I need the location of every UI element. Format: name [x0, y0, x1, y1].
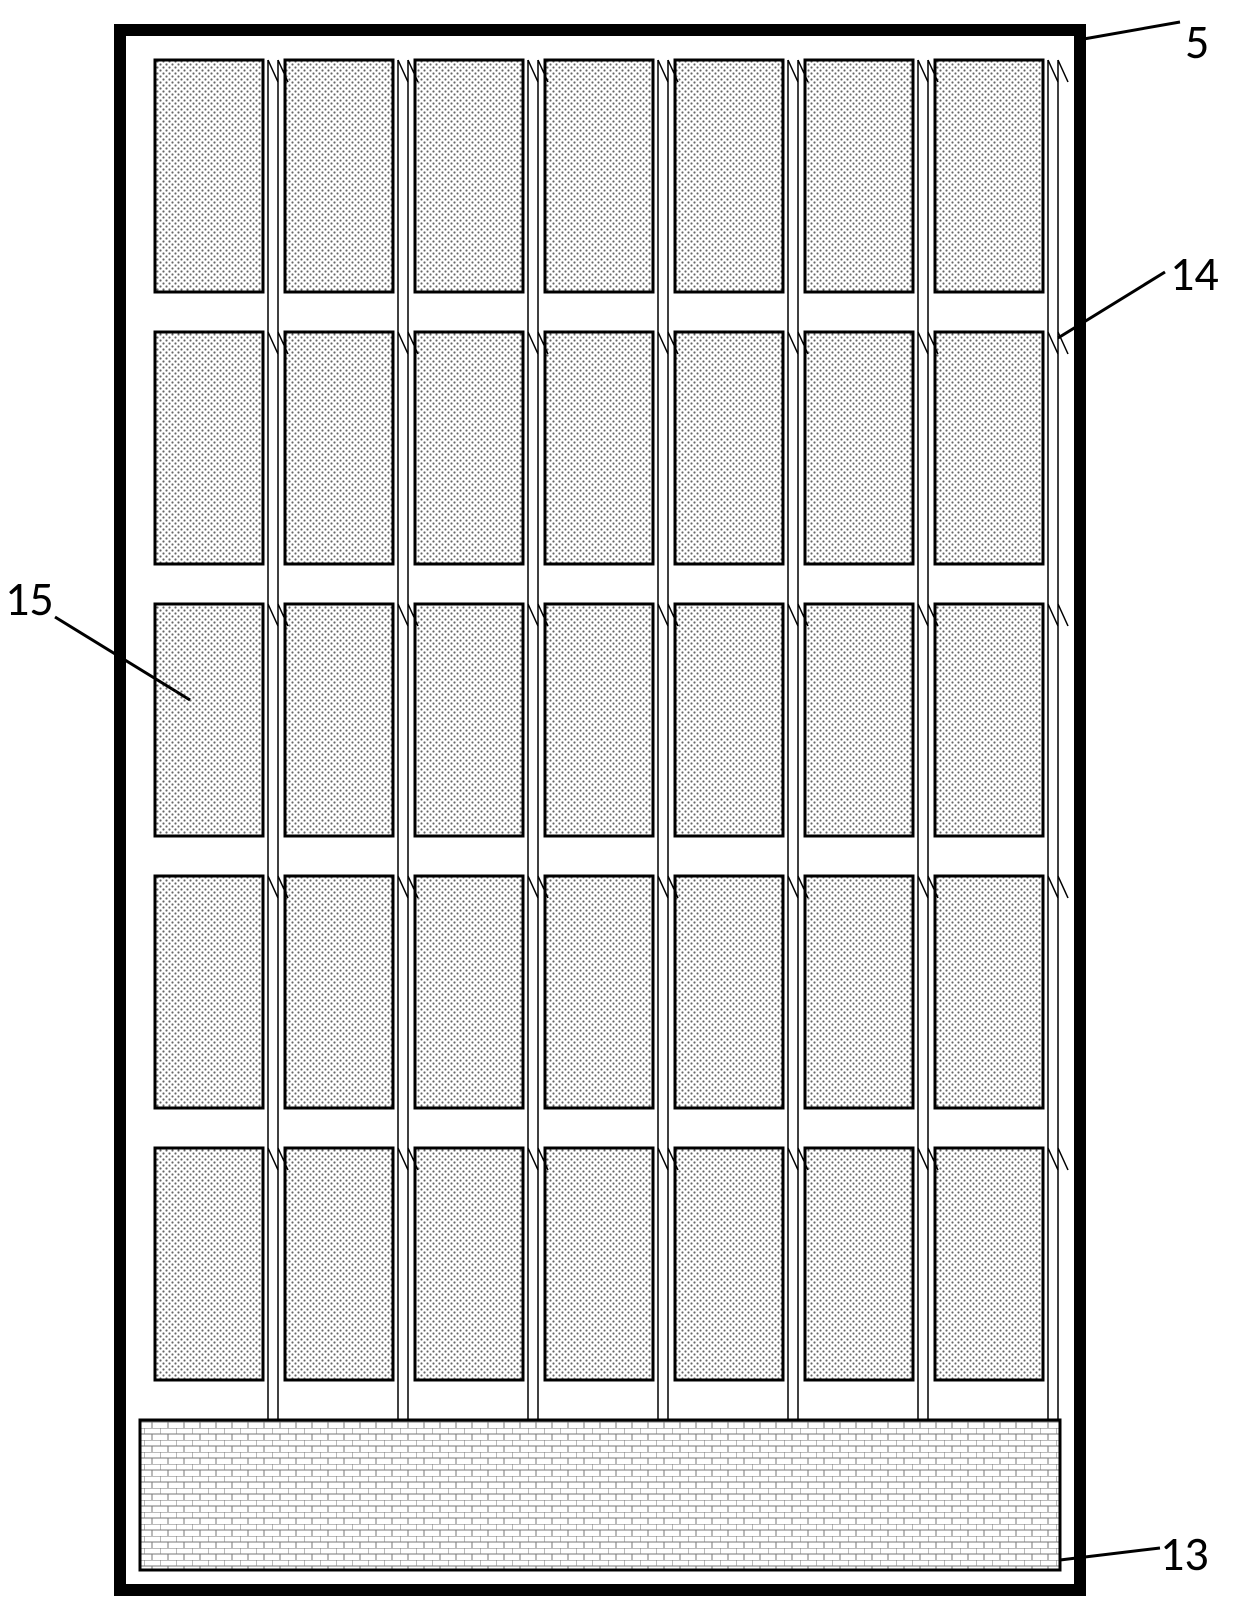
cell: [805, 332, 913, 564]
cell: [935, 60, 1043, 292]
diagram-svg: [0, 0, 1240, 1610]
cell: [285, 60, 393, 292]
cell: [545, 1148, 653, 1380]
cell: [545, 604, 653, 836]
cell: [675, 1148, 783, 1380]
cell: [415, 876, 523, 1108]
cell: [155, 1148, 263, 1380]
cell: [285, 1148, 393, 1380]
cell: [285, 332, 393, 564]
cell: [935, 604, 1043, 836]
cell: [545, 60, 653, 292]
cell: [415, 604, 523, 836]
callout-label-13: 13: [1160, 1530, 1209, 1578]
cell: [675, 604, 783, 836]
diagram-stage: 5 14 15 13: [0, 0, 1240, 1610]
cell: [675, 60, 783, 292]
cell: [285, 876, 393, 1108]
cell: [935, 876, 1043, 1108]
callout-label-5: 5: [1185, 18, 1209, 66]
cell: [155, 604, 263, 836]
cell: [285, 604, 393, 836]
cell: [155, 876, 263, 1108]
cell: [545, 876, 653, 1108]
cell: [545, 332, 653, 564]
cell: [415, 60, 523, 292]
callout-leader: [1078, 22, 1180, 40]
cell: [415, 332, 523, 564]
callout-label-14: 14: [1170, 250, 1219, 298]
cell: [805, 60, 913, 292]
cell: [415, 1148, 523, 1380]
cell: [675, 876, 783, 1108]
cell: [675, 332, 783, 564]
base-panel: [140, 1420, 1060, 1570]
callout-label-15: 15: [5, 575, 54, 623]
cell: [805, 604, 913, 836]
cell: [805, 1148, 913, 1380]
cell: [935, 1148, 1043, 1380]
cell: [155, 332, 263, 564]
cell: [935, 332, 1043, 564]
cell: [155, 60, 263, 292]
cell: [805, 876, 913, 1108]
